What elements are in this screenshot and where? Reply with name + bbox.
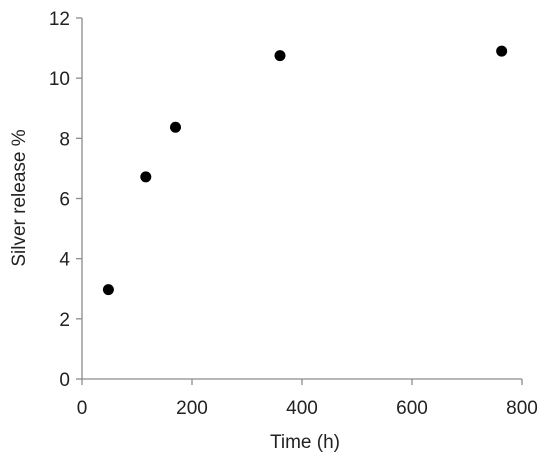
y-tick-label: 4	[59, 250, 70, 271]
y-tick-label: 12	[49, 9, 70, 30]
x-axis-title: Time (h)	[270, 432, 340, 453]
y-tick-label: 2	[59, 310, 70, 331]
y-tick-label: 0	[59, 370, 70, 391]
x-tick-label: 600	[396, 398, 428, 419]
data-points	[102, 45, 508, 296]
y-tick-label: 8	[59, 129, 70, 150]
tick-labels: 0 2 4 6 8 10 12 0 200 400 600 800	[49, 9, 538, 419]
x-tick-label: 200	[176, 398, 208, 419]
axes	[76, 17, 523, 385]
data-point	[140, 171, 152, 183]
x-tick-label: 400	[286, 398, 318, 419]
y-axis-title: Silver release %	[9, 129, 30, 266]
data-point	[496, 45, 508, 57]
data-point	[170, 121, 181, 133]
x-tick-label: 800	[506, 398, 538, 419]
y-tick-label: 10	[49, 69, 70, 90]
data-point	[102, 284, 114, 296]
x-tick-label: 0	[77, 398, 88, 419]
data-point	[274, 50, 286, 62]
y-tick-label: 6	[59, 190, 70, 211]
